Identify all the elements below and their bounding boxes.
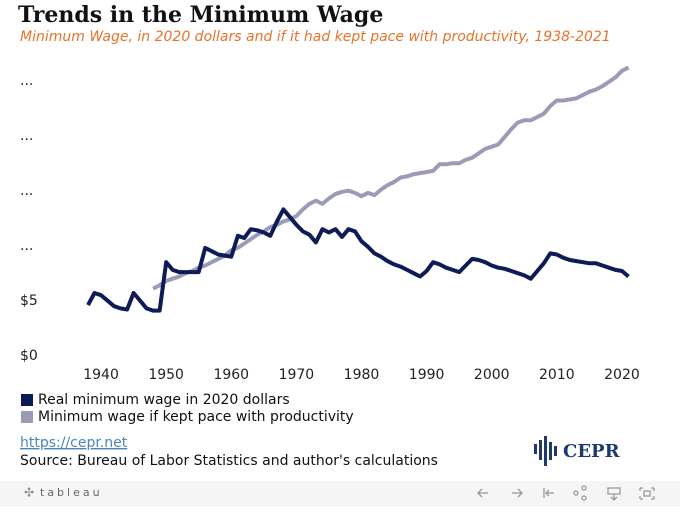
x-tick-label: 1990 xyxy=(409,367,445,383)
logo: CEPR xyxy=(563,441,621,462)
x-tick-label: 2000 xyxy=(474,367,510,383)
x-tick-label: 1960 xyxy=(213,367,249,383)
x-tick-label: 1980 xyxy=(344,367,380,383)
x-tick-label: 2010 xyxy=(539,367,575,383)
subtitle: Minimum Wage, in 2020 dollars and if it … xyxy=(20,29,611,45)
link[interactable]: https://cepr.net xyxy=(20,435,128,451)
y-tick-label: ... xyxy=(20,238,33,254)
x-tick-label: 1970 xyxy=(279,367,315,383)
toolbar xyxy=(0,481,680,507)
y-tick-label: $5 xyxy=(20,293,38,309)
x-tick-label: 1950 xyxy=(148,367,184,383)
x-tick-label: 2020 xyxy=(604,367,640,383)
legend-label: Minimum wage if kept pace with productiv… xyxy=(38,409,354,425)
y-tick-label: ... xyxy=(20,183,33,199)
y-tick-label: ... xyxy=(20,73,33,89)
tableau-label[interactable]: tableau xyxy=(40,486,103,499)
logo-icon xyxy=(534,436,557,466)
source: Source: Bureau of Labor Statistics and a… xyxy=(20,453,438,469)
x-tick-label: 1940 xyxy=(83,367,119,383)
tableau-icon: ✣ xyxy=(24,486,34,500)
y-tick-label: ... xyxy=(20,128,33,144)
y-tick-label: $0 xyxy=(20,348,38,364)
legend-label: Real minimum wage in 2020 dollars xyxy=(38,392,290,408)
legend-swatch xyxy=(21,394,33,406)
title: Trends in the Minimum Wage xyxy=(18,2,383,28)
toolbar-icons[interactable] xyxy=(477,485,655,501)
legend-swatch xyxy=(21,411,33,423)
series-line xyxy=(86,207,630,313)
